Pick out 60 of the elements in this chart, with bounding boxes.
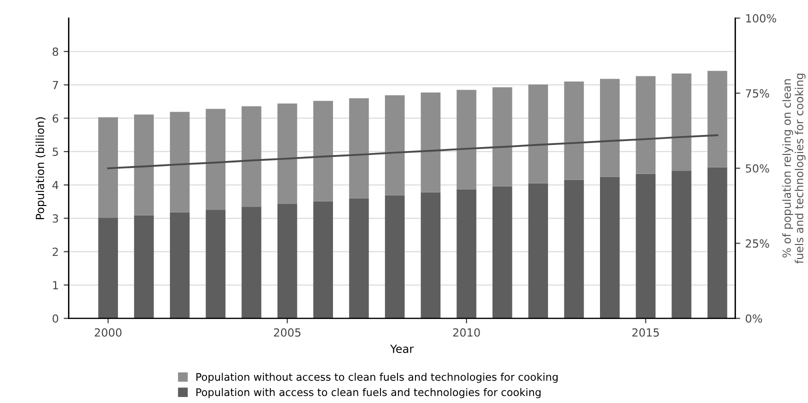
- x-tick-label: 2015: [632, 328, 659, 337]
- bar: [708, 167, 728, 318]
- bar: [672, 74, 692, 171]
- bar: [528, 84, 548, 184]
- bar: [528, 183, 548, 318]
- bar: [420, 92, 441, 192]
- legend-label: Population with access to clean fuels and technologies for cooking: [196, 388, 541, 398]
- y-tick-label: 4: [52, 181, 58, 190]
- y-tick-label: 2: [52, 248, 58, 256]
- bar: [672, 170, 692, 318]
- y-tick-label: 5: [52, 148, 58, 156]
- bar: [242, 206, 262, 318]
- x-tick-label: 2005: [274, 328, 300, 337]
- x-tick-label: 2010: [453, 328, 480, 337]
- bar: [242, 106, 262, 207]
- bar: [170, 212, 190, 318]
- bar: [600, 176, 620, 318]
- bar: [564, 82, 584, 180]
- bar: [636, 76, 656, 174]
- bar: [134, 114, 154, 216]
- y-tick-label: 1: [53, 281, 58, 290]
- bar: [98, 117, 118, 218]
- line-series: [107, 134, 718, 170]
- bar: [636, 174, 656, 318]
- bar: [492, 87, 512, 186]
- bar: [384, 95, 405, 196]
- y2-axis-title: % of population relying on clean fuels and technologies for cooking: [782, 74, 806, 264]
- legend-label: Population without access to clean fuels and technologies for cooking: [196, 372, 558, 383]
- bar: [708, 70, 728, 168]
- bar: [492, 186, 512, 318]
- y-axis-title: Population (billion): [36, 117, 46, 220]
- y-tick-label: 8: [52, 47, 58, 56]
- y-tick-label: 6: [52, 114, 58, 123]
- y2-tick-label: 25%: [746, 239, 770, 248]
- bar: [206, 210, 226, 318]
- bar: [98, 218, 118, 318]
- bar: [456, 189, 476, 318]
- bar: [313, 100, 333, 202]
- bar: [277, 104, 298, 204]
- bar: [170, 112, 190, 212]
- bar: [206, 108, 226, 210]
- x-tick-label: 2000: [94, 328, 122, 337]
- bar: [564, 180, 584, 318]
- x-axis-title: Year: [390, 344, 414, 353]
- y2-tick-label: 0%: [746, 314, 762, 323]
- bar: [384, 195, 405, 318]
- y2-tick-label: 50%: [746, 164, 770, 173]
- bar: [277, 204, 298, 318]
- y2-tick-label: 100%: [746, 14, 776, 23]
- bar: [420, 192, 441, 318]
- bar: [349, 198, 369, 318]
- bar: [456, 90, 476, 190]
- bar: [349, 98, 369, 198]
- y-tick-label: 7: [52, 80, 58, 90]
- bar: [134, 215, 154, 318]
- y2-tick-label: 75%: [746, 89, 770, 98]
- bar: [313, 201, 333, 318]
- bar: [600, 78, 620, 177]
- y-tick-label: 3: [52, 214, 58, 223]
- y-tick-label: 0: [52, 314, 58, 323]
